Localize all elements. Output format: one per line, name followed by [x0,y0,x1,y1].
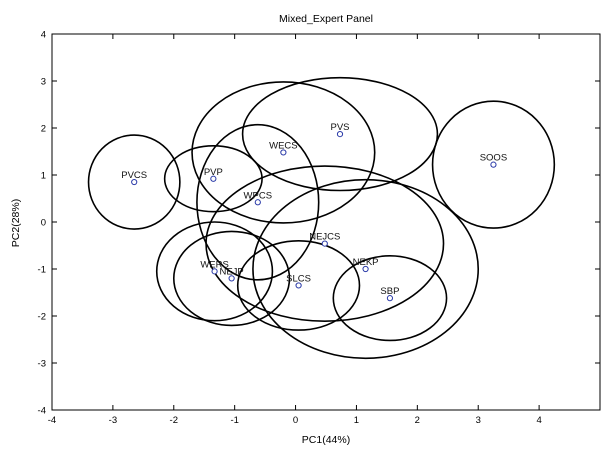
y-axis-label: PC2(28%) [10,199,22,247]
x-tick-label: -3 [109,415,117,426]
data-point-pvs [336,131,344,138]
data-point-nejp [228,275,235,282]
y-tick-label: 3 [41,77,46,88]
point-label-slcs: SLCS [286,273,311,284]
point-label-wers: WERS [200,259,229,270]
x-tick-label: 2 [415,415,420,426]
data-point-sbp [386,295,394,302]
y-tick-label: -2 [38,312,46,323]
point-label-pvs: PVS [330,122,349,133]
x-tick-label: 1 [354,415,359,426]
point-label-nekp: NEKP [353,257,379,268]
x-tick-label: 3 [476,415,481,426]
chart-title: Mixed_Expert Panel [279,13,373,25]
data-point-pvcs [131,178,138,186]
confidence-ellipse-nejp [172,230,291,327]
x-axis-label: PC1(44%) [302,434,350,446]
confidence-ellipse-nejcs [205,165,445,322]
data-point-pvp [210,175,217,182]
confidence-ellipse-wers [155,221,274,322]
data-point-wpcs [254,199,261,206]
x-tick-label: 4 [536,415,541,426]
x-tick-label: -4 [48,415,56,426]
y-tick-label: -3 [38,359,46,370]
confidence-ellipse-pvp [163,145,263,213]
point-label-pvp: PVP [204,167,223,178]
y-tick-label: 2 [41,124,46,135]
point-label-soos: SOOS [480,153,507,164]
data-point-slcs [295,282,302,289]
point-label-wpcs: WPCS [244,190,273,201]
data-point-nejcs [321,240,328,247]
confidence-ellipse-pvcs [87,134,181,230]
point-label-pvcs: PVCS [121,170,147,181]
confidence-ellipse-soos [431,100,556,229]
y-tick-label: 4 [41,30,46,41]
confidence-ellipse-sbp [332,255,448,342]
confidence-ellipse-slcs [236,240,361,331]
point-label-sbp: SBP [380,286,399,297]
x-tick-label: -1 [230,415,238,426]
x-tick-label: -2 [170,415,178,426]
x-tick-label: 0 [293,415,298,426]
confidence-ellipse-pvs [241,76,439,192]
y-tick-label: -4 [38,406,46,417]
confidence-ellipse-wpcs [196,123,320,281]
data-point-wecs [280,149,287,156]
data-point-wers [211,268,218,275]
data-point-nekp [362,265,369,273]
confidence-ellipse-nekp [252,178,480,360]
y-tick-label: -1 [38,265,46,276]
point-label-nejp: NEJP [219,266,243,277]
confidence-ellipse-wecs [191,81,376,224]
point-label-nejcs: NEJCS [309,232,340,243]
y-tick-label: 0 [41,218,46,229]
point-label-wecs: WECS [269,140,298,151]
y-tick-label: 1 [41,171,46,182]
data-point-soos [490,161,497,168]
